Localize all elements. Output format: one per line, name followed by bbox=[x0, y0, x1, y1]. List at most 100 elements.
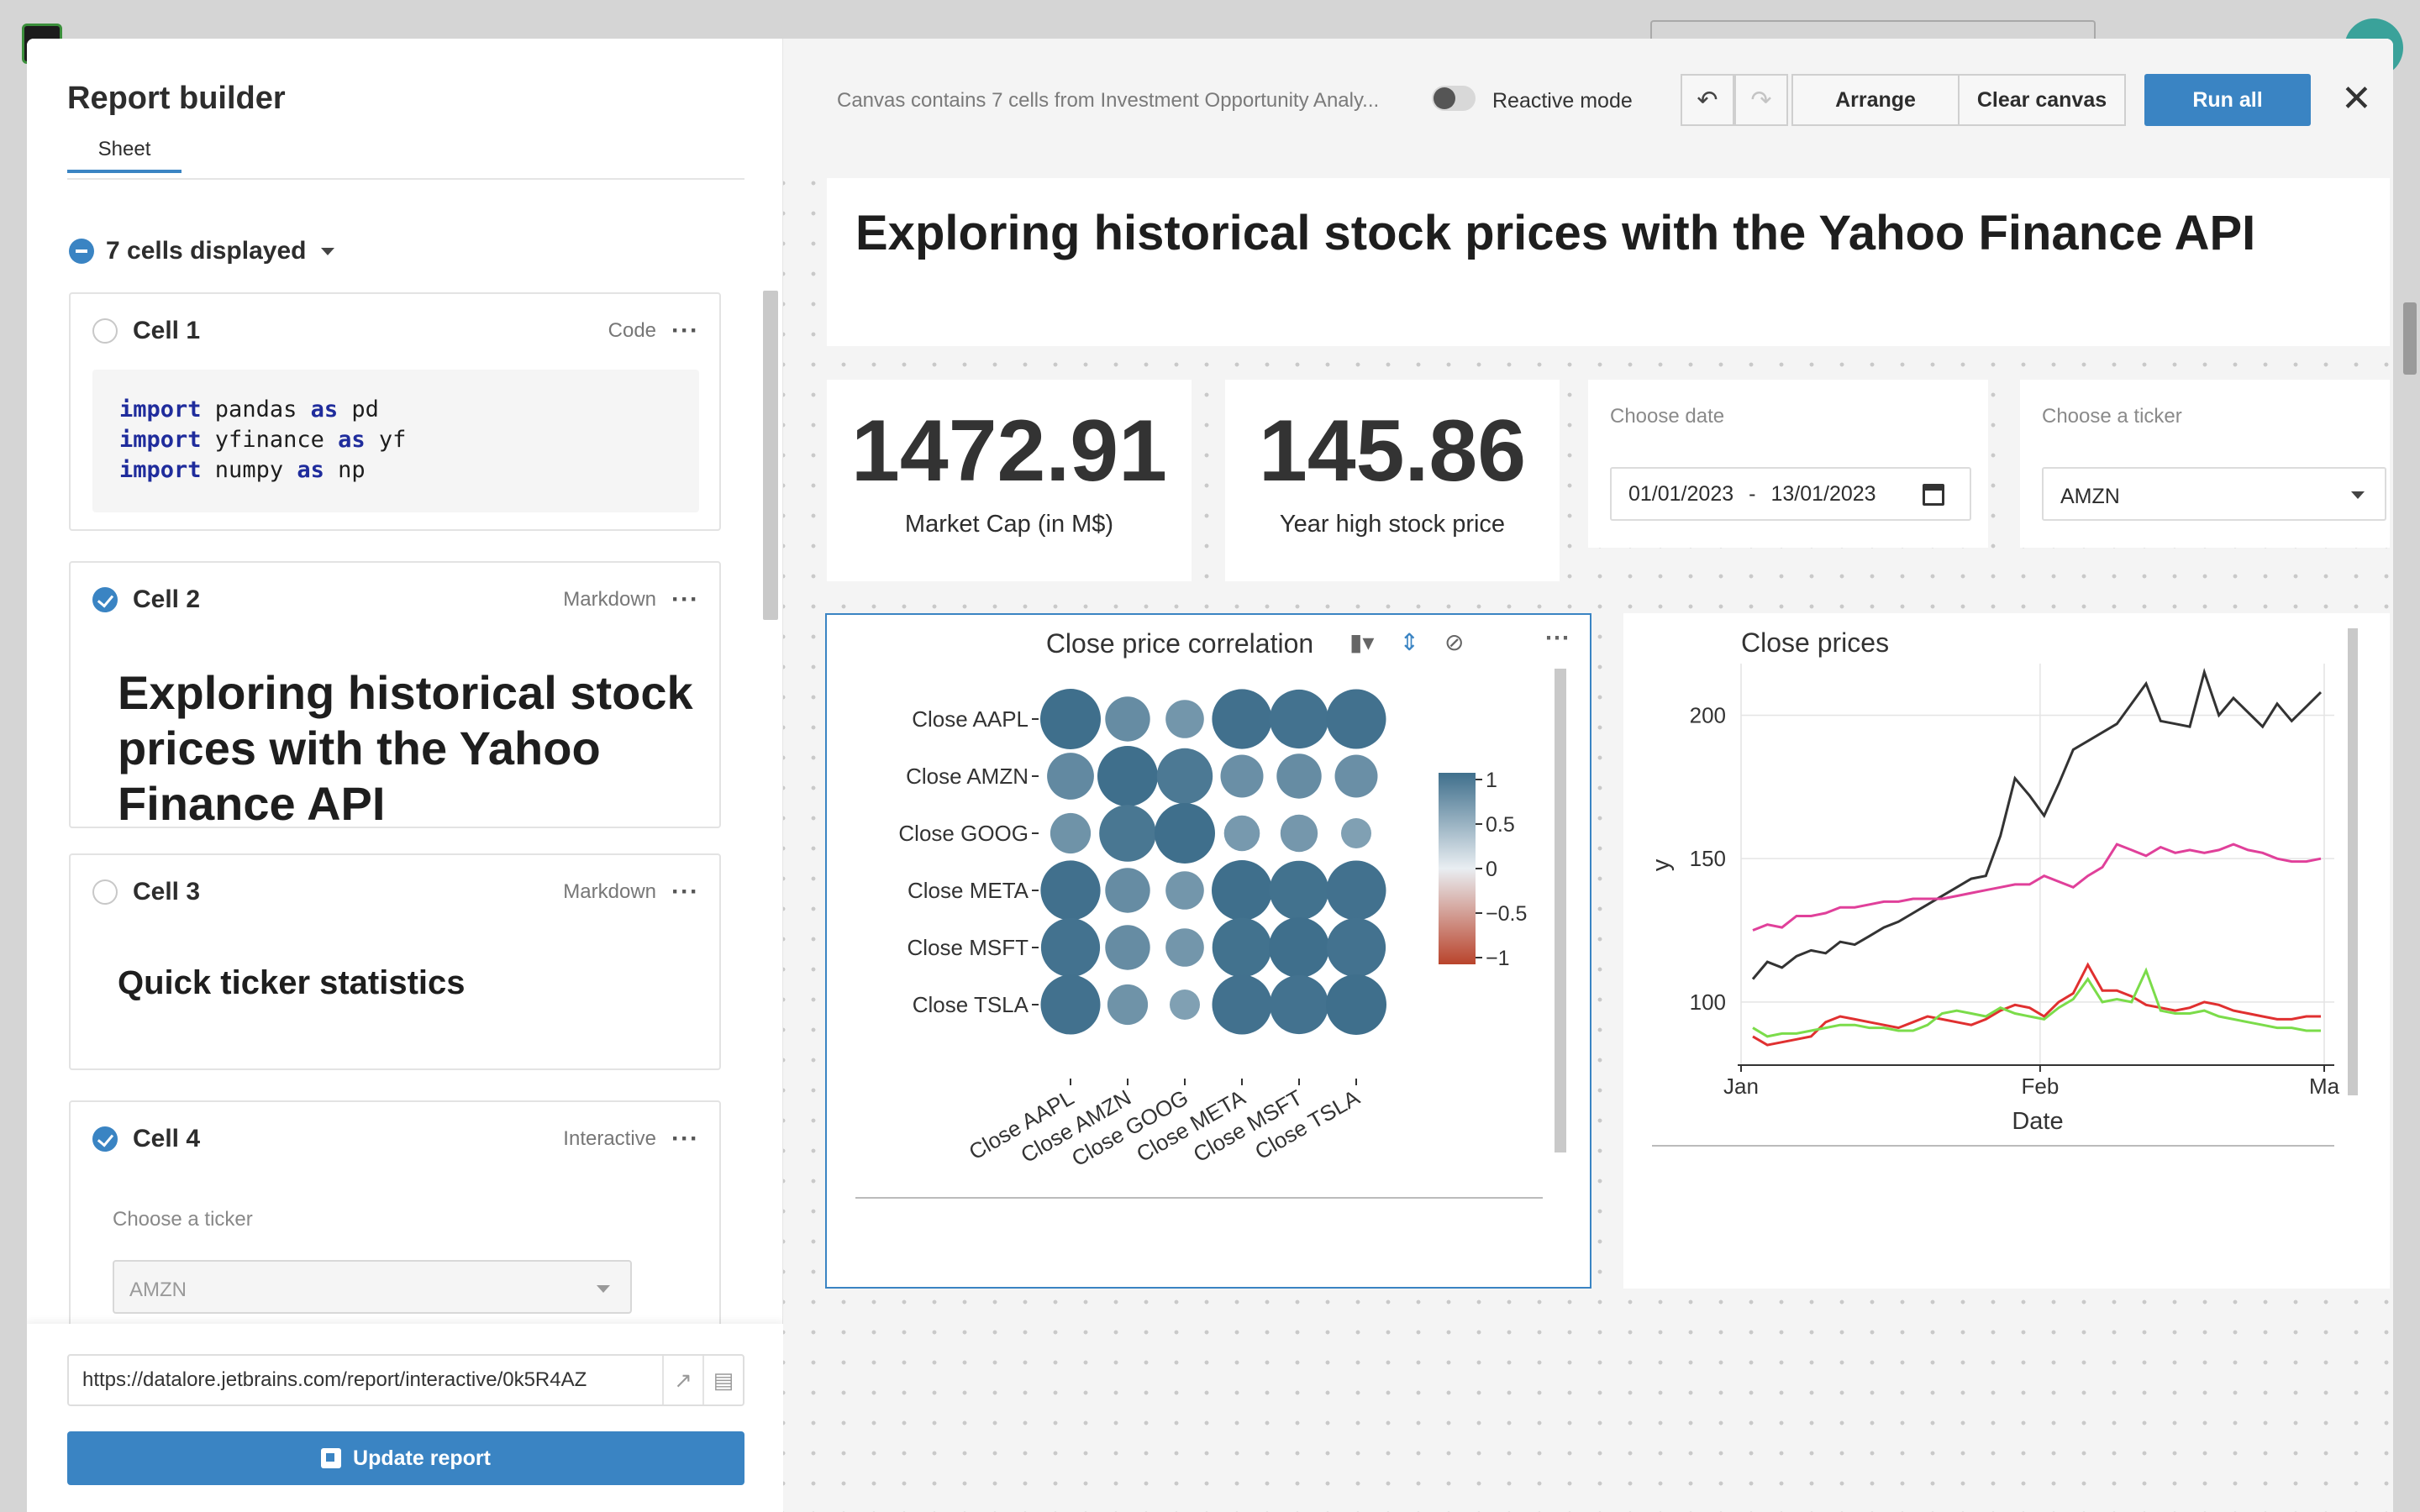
x-axis-label: Date bbox=[2012, 1108, 2063, 1135]
correlation-bubble bbox=[1040, 860, 1101, 921]
x-tick-label: Ma bbox=[2309, 1074, 2340, 1099]
code-line: import pandas as pd bbox=[119, 396, 379, 423]
tab-sheet[interactable]: Sheet bbox=[67, 133, 182, 173]
correlation-bubble bbox=[1040, 917, 1101, 978]
report-builder-panel: Report builder Sheet 7 cells displayed C… bbox=[27, 39, 783, 1512]
correlation-bubble bbox=[1155, 803, 1215, 864]
cells-displayed-label: 7 cells displayed bbox=[106, 237, 307, 265]
correlation-bubble bbox=[1341, 818, 1371, 848]
cell-card-1[interactable]: Cell 1 Code ··· import pandas as pd impo… bbox=[69, 292, 721, 531]
correlation-chart-card[interactable]: Close price correlation ▮▾ ⇕ ⊘ ⋯ Close A… bbox=[825, 613, 1591, 1289]
reactive-mode-toggle[interactable] bbox=[1432, 86, 1476, 111]
y-tick-label: 150 bbox=[1690, 846, 1726, 871]
cell-checkbox-checked[interactable] bbox=[92, 1126, 118, 1152]
chart-tools: ▮▾ ⇕ ⊘ bbox=[1349, 628, 1464, 656]
correlation-bubble bbox=[1165, 928, 1204, 967]
cell-type-label: Interactive bbox=[563, 1127, 657, 1150]
row-label: Close AMZN bbox=[906, 764, 1028, 789]
ticker-select-value: AMZN bbox=[129, 1278, 187, 1301]
cell-checkbox[interactable] bbox=[92, 879, 118, 905]
cell-card-4[interactable]: Cell 4 Interactive ··· Choose a ticker A… bbox=[69, 1100, 721, 1364]
correlation-bubble bbox=[1212, 689, 1272, 749]
report-canvas: Canvas contains 7 cells from Investment … bbox=[783, 39, 2393, 1512]
ticker-label: Choose a ticker bbox=[113, 1208, 253, 1231]
date-range-input[interactable]: 01/01/2023 - 13/01/2023 bbox=[1610, 467, 1971, 521]
hide-icon[interactable]: ⊘ bbox=[1444, 629, 1465, 655]
chart-scrollbar[interactable] bbox=[2348, 628, 2358, 1095]
ticker-select-disabled: AMZN bbox=[113, 1260, 632, 1314]
report-url-field[interactable]: https://datalore.jetbrains.com/report/in… bbox=[67, 1354, 744, 1406]
kpi-value: 1472.91 bbox=[851, 402, 1167, 500]
cells-displayed-toggle[interactable]: 7 cells displayed bbox=[69, 237, 335, 265]
row-label: Close MSFT bbox=[908, 935, 1029, 960]
more-options-icon[interactable]: ··· bbox=[671, 585, 699, 613]
series-line bbox=[1752, 967, 2321, 1038]
date-filter-card[interactable]: Choose date 01/01/2023 - 13/01/2023 bbox=[1588, 380, 1988, 548]
report-builder-modal: Report builder Sheet 7 cells displayed C… bbox=[27, 39, 2393, 1512]
background-scrollbar bbox=[2403, 302, 2417, 375]
cell-type-label: Markdown bbox=[563, 880, 657, 903]
kpi-value: 145.86 bbox=[1258, 402, 1527, 500]
cell-list-scrollbar[interactable] bbox=[763, 291, 778, 620]
undo-button[interactable]: ↶ bbox=[1681, 74, 1734, 126]
cell-checkbox[interactable] bbox=[92, 318, 118, 344]
close-prices-chart-card[interactable]: Close prices 100 150 200 Jan Feb Ma Date y bbox=[1623, 613, 2390, 1289]
kpi-label: Year high stock price bbox=[1279, 511, 1506, 538]
close-icon[interactable]: ✕ bbox=[2341, 78, 2372, 119]
correlation-bubble bbox=[1099, 805, 1156, 862]
more-options-icon[interactable]: ⋯ bbox=[1544, 624, 1570, 652]
legend-colorbar bbox=[1439, 773, 1476, 964]
row-label: Close META bbox=[908, 878, 1029, 903]
kpi-card-market-cap[interactable]: 1472.91 Market Cap (in M$) bbox=[827, 380, 1192, 581]
y-tick-label: 100 bbox=[1690, 990, 1726, 1015]
minus-circle-icon[interactable] bbox=[69, 239, 94, 264]
external-link-icon[interactable]: ↗ bbox=[662, 1356, 702, 1404]
kpi-card-year-high[interactable]: 145.86 Year high stock price bbox=[1225, 380, 1560, 581]
cell-checkbox-checked[interactable] bbox=[92, 587, 118, 612]
code-line: import numpy as np bbox=[119, 457, 366, 483]
ticker-filter-card[interactable]: Choose a ticker AMZN bbox=[2020, 380, 2390, 548]
correlation-bubble bbox=[1269, 974, 1329, 1035]
chevron-down-icon[interactable] bbox=[321, 247, 335, 255]
more-options-icon[interactable]: ··· bbox=[671, 1125, 699, 1152]
tab-divider bbox=[67, 178, 744, 180]
canvas-toolbar: Canvas contains 7 cells from Investment … bbox=[783, 39, 2393, 165]
update-report-button[interactable]: Update report bbox=[67, 1431, 744, 1485]
x-tick-label: Jan bbox=[1723, 1074, 1759, 1099]
clear-canvas-button[interactable]: Clear canvas bbox=[1958, 74, 2126, 126]
redo-button[interactable]: ↷ bbox=[1734, 74, 1788, 126]
x-tick-label: Feb bbox=[2021, 1074, 2059, 1099]
date-from[interactable]: 01/01/2023 bbox=[1628, 481, 1734, 506]
chart-title: Close prices bbox=[1741, 627, 1889, 658]
title-card[interactable]: Exploring historical stock prices with t… bbox=[827, 178, 2390, 346]
more-options-icon[interactable]: ··· bbox=[671, 878, 699, 906]
date-to[interactable]: 13/01/2023 bbox=[1770, 481, 1876, 506]
chart-scrollbar[interactable] bbox=[1555, 669, 1566, 1152]
legend-tick-label: 1 bbox=[1486, 769, 1497, 792]
chart-layout-icon[interactable]: ▮▾ bbox=[1349, 629, 1375, 655]
markdown-preview: Exploring historical stock prices with t… bbox=[118, 666, 693, 828]
correlation-bubble bbox=[1170, 990, 1200, 1020]
more-options-icon[interactable]: ··· bbox=[671, 317, 699, 344]
update-icon bbox=[321, 1448, 342, 1468]
series-line bbox=[1752, 843, 2322, 932]
row-label: Close AAPL bbox=[912, 706, 1028, 732]
arrange-button[interactable]: Arrange bbox=[1791, 74, 1960, 126]
series-line bbox=[1751, 668, 2323, 980]
row-label: Close TSLA bbox=[913, 992, 1029, 1017]
correlation-bubble bbox=[1269, 917, 1329, 978]
expand-vertical-icon[interactable]: ⇕ bbox=[1399, 629, 1419, 655]
correlation-bubble bbox=[1212, 860, 1272, 921]
cell-card-2[interactable]: Cell 2 Markdown ··· Exploring historical… bbox=[69, 561, 721, 828]
clipboard-icon[interactable]: ▤ bbox=[702, 1356, 743, 1404]
reactive-mode-label: Reactive mode bbox=[1492, 89, 1633, 113]
ticker-select[interactable]: AMZN bbox=[2042, 467, 2386, 521]
ticker-filter-label: Choose a ticker bbox=[2042, 405, 2182, 428]
correlation-bubble bbox=[1334, 754, 1378, 798]
run-all-button[interactable]: Run all bbox=[2144, 74, 2311, 126]
cell-card-3[interactable]: Cell 3 Markdown ··· Quick ticker statist… bbox=[69, 853, 721, 1070]
date-filter-label: Choose date bbox=[1610, 405, 1725, 428]
correlation-bubble bbox=[1280, 814, 1318, 853]
calendar-icon[interactable] bbox=[1923, 484, 1944, 506]
correlation-bubble bbox=[1050, 812, 1092, 854]
